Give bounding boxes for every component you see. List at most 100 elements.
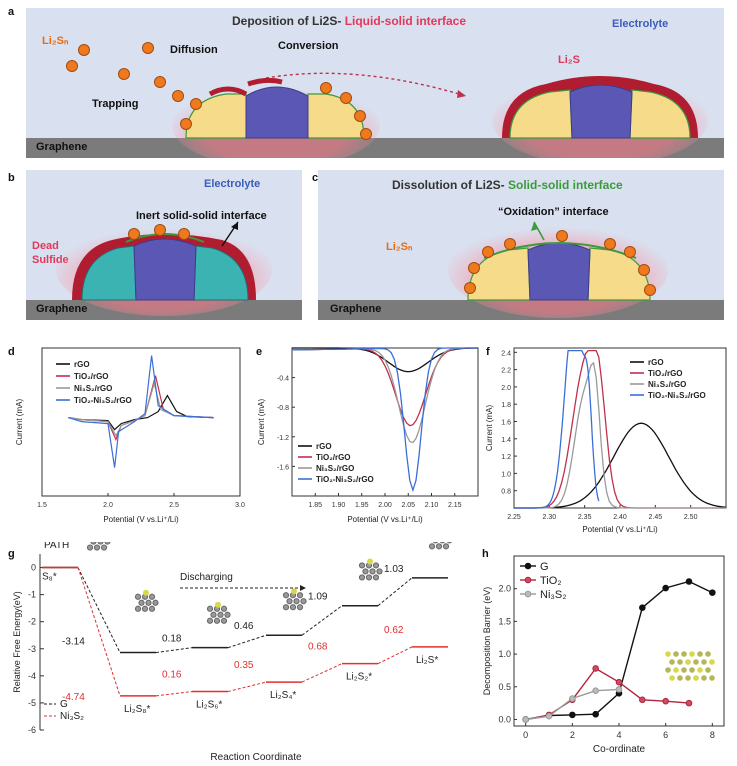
x-axis-label: Potential (V vs.Li⁺/Li) <box>347 515 423 524</box>
legend-label: TiO₂/rGO <box>648 369 683 378</box>
y-tick-label: 0.5 <box>498 682 511 692</box>
energy-label: 0.16 <box>162 670 182 681</box>
legend-label: Ni₃S₂/rGO <box>74 384 112 393</box>
x-tick-label: 1.95 <box>355 502 369 509</box>
electrolyte-label-a: Electrolyte <box>612 18 669 30</box>
y-axis-label: Current (mA) <box>15 399 24 446</box>
energy-connector <box>155 647 193 654</box>
barrier-point <box>615 686 623 693</box>
molecule-structure <box>358 558 383 581</box>
x-tick-label: 4 <box>616 730 621 740</box>
graphene-core <box>245 86 309 139</box>
discharging-label: Discharging <box>180 572 233 583</box>
x-tick-label: 2.35 <box>578 514 592 521</box>
barrier-point <box>639 696 646 704</box>
panel-a-title: Deposition of Li2S- Liquid-solid interfa… <box>232 14 467 28</box>
panel-label-h: h <box>482 548 489 560</box>
panel-label-b: b <box>8 172 15 184</box>
y-tick-label: 2.2 <box>501 368 511 375</box>
x-axis-label: Potential (V vs.Li⁺/Li) <box>103 515 179 524</box>
cv-curve-3 <box>68 355 214 468</box>
barrier-point <box>662 584 669 592</box>
energy-label: 0.18 <box>162 634 182 645</box>
y-tick-label: -2 <box>28 617 36 627</box>
x-tick-label: 2.00 <box>378 502 392 509</box>
graphene-label-a: Graphene <box>36 141 88 153</box>
y-tick-label: -1.6 <box>277 464 289 471</box>
energy-label: 1.03 <box>384 564 404 575</box>
energy-label: 0.46 <box>234 621 254 632</box>
chart-e: 1.85 1.90 1.95 2.00 2.05 2.10 2.15 -0.4 -0.8 -1.2… <box>257 347 479 524</box>
lattice-inset <box>665 651 715 681</box>
state-label: S₈* <box>42 572 57 583</box>
legend-marker <box>524 562 532 570</box>
x-tick-label: 1.5 <box>37 502 47 509</box>
y-tick-label: 1.4 <box>501 437 511 444</box>
lsv-curve-3 <box>292 347 478 493</box>
electrolyte-label-b: Electrolyte <box>204 178 261 190</box>
y-tick-label: 1.5 <box>498 616 511 626</box>
panel-a-illustration <box>66 42 708 158</box>
energy-connector <box>155 691 193 697</box>
energy-label: 0.35 <box>234 660 254 671</box>
energy-label: -4.74 <box>62 692 85 703</box>
y-axis-label: Decomposition Barrier (eV) <box>482 587 492 696</box>
polysulfide-dot <box>154 76 166 88</box>
y-axis-label: Relative Free Energy(eV) <box>12 591 22 693</box>
energy-label: 1.09 <box>308 592 328 603</box>
x-tick-label: 2.0 <box>103 502 113 509</box>
plot-frame <box>513 347 727 509</box>
energy-connector <box>227 634 267 649</box>
y-tick-label: -6 <box>28 725 36 735</box>
panel-label-e: e <box>256 346 263 358</box>
energy-connector <box>77 567 121 697</box>
barrier-point <box>639 604 646 611</box>
dead-label: Dead <box>32 240 59 252</box>
legend-label: TiO₂ <box>540 575 562 587</box>
y-tick-label: 1.0 <box>501 471 511 478</box>
plot-frame <box>291 347 479 497</box>
y-tick-label: 1.2 <box>501 454 511 461</box>
y-tick-label: 2.0 <box>498 584 511 594</box>
cv-curve-0 <box>68 394 214 431</box>
inert-interface-label: Inert solid-solid interface <box>136 210 267 222</box>
legend-label: rGO <box>648 358 664 367</box>
plot-frame <box>41 347 241 497</box>
graphene-label-b: Graphene <box>36 303 88 315</box>
energy-connector <box>301 663 343 683</box>
trapping-label: Trapping <box>92 98 139 110</box>
y-tick-label: 0.8 <box>501 489 511 496</box>
y-tick-label: 2.4 <box>501 350 511 357</box>
legend-label: TiO₂-Ni₃S₂/rGO <box>74 396 132 405</box>
legend-label: Ni₃S₂ <box>60 711 84 722</box>
barrier-point <box>685 699 693 707</box>
legend-label: Ni₃S₂ <box>540 589 566 601</box>
x-tick-label: 2.5 <box>169 502 179 509</box>
anodic-curve-3 <box>514 349 600 509</box>
x-tick-label: 1.90 <box>332 502 346 509</box>
energy-connector <box>227 681 267 693</box>
barrier-point <box>592 687 599 694</box>
state-label: Li₂S₈* <box>124 704 150 715</box>
polysulfide-dot <box>118 68 130 80</box>
graphene-label-c: Graphene <box>330 303 382 315</box>
legend-label: TiO₂/rGO <box>74 372 109 381</box>
legend-label: TiO₂/rGO <box>316 453 351 462</box>
panel-b-illustration <box>56 221 272 316</box>
x-axis-label: Reaction Coordinate <box>210 752 302 763</box>
barrier-point <box>615 678 623 686</box>
barrier-point <box>685 578 693 585</box>
chart-h: 0 2 4 6 8 0.0 0.5 1.0 1.5 2.0 Co-ordinate Decomposi… <box>482 555 725 755</box>
y-tick-label: -0.4 <box>277 376 289 383</box>
x-tick-label: 2.45 <box>649 514 663 521</box>
x-tick-label: 2.15 <box>448 502 462 509</box>
li2s-label: Li₂S <box>558 54 580 66</box>
legend-label: Ni₃S₂/rGO <box>648 380 686 389</box>
panel-label-d: d <box>8 346 15 358</box>
barrier-point <box>522 716 529 723</box>
y-axis-label: Current (mA) <box>257 399 266 446</box>
x-tick-label: 2.40 <box>613 514 627 521</box>
state-label: Li₂S₂* <box>346 672 372 683</box>
panel-c-illustration <box>448 221 668 318</box>
legend-label: rGO <box>74 360 90 369</box>
